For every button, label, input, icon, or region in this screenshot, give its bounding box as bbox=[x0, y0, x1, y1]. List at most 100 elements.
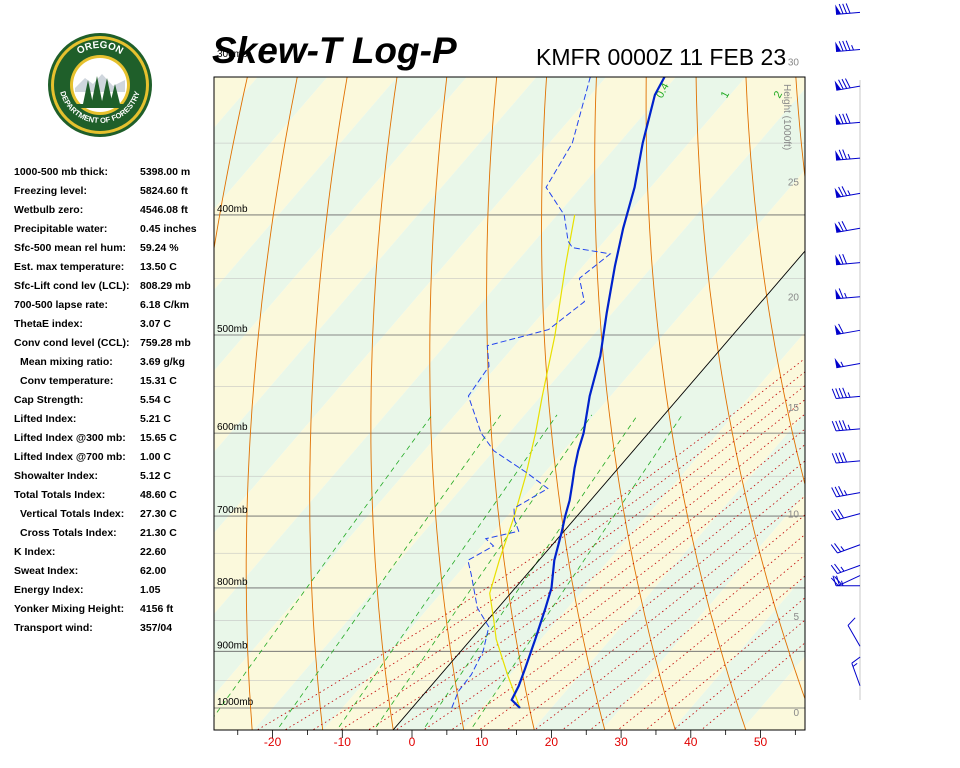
index-label: Wetbulb zero: bbox=[14, 204, 84, 216]
isotherm-band bbox=[671, 575, 805, 730]
index-row: Sfc-Lift cond lev (LCL): 808.29 mb bbox=[14, 280, 214, 299]
height-label: 30 bbox=[788, 58, 800, 69]
moist-adiabat-line bbox=[478, 477, 805, 730]
index-label: ThetaE index: bbox=[14, 318, 83, 330]
index-value: 5.54 C bbox=[140, 394, 171, 406]
height-label: 0 bbox=[793, 708, 799, 719]
wind-barb bbox=[830, 508, 861, 521]
index-label: Conv temperature: bbox=[20, 375, 114, 387]
index-label: Lifted Index @300 mb: bbox=[14, 432, 126, 444]
mixing-ratio-line bbox=[336, 414, 558, 730]
index-value: 6.18 C/km bbox=[140, 299, 190, 311]
index-row: Sfc-500 mean rel hum: 59.24 % bbox=[14, 242, 214, 261]
pressure-label: 1000mb bbox=[217, 697, 254, 708]
index-row: Cross Totals Index: 21.30 C bbox=[14, 527, 214, 546]
temperature-trace bbox=[510, 77, 666, 709]
x-tick-label: 30 bbox=[614, 735, 628, 749]
index-label: Conv cond level (CCL): bbox=[14, 337, 130, 349]
dry-adiabat-line bbox=[745, 77, 805, 487]
x-tick-label: 10 bbox=[475, 735, 489, 749]
dry-adiabat-line bbox=[645, 77, 747, 730]
wind-barb bbox=[835, 3, 861, 15]
wind-barb bbox=[834, 221, 861, 233]
index-value: 1.00 C bbox=[140, 451, 171, 463]
wind-barb bbox=[847, 617, 861, 647]
index-row: 1000-500 mb thick: 5398.00 m bbox=[14, 166, 214, 185]
index-value: 4546.08 ft bbox=[140, 204, 188, 216]
isotherm-band bbox=[214, 77, 805, 730]
wind-barb bbox=[834, 323, 861, 335]
moist-adiabat-line bbox=[284, 371, 805, 730]
index-value: 4156 ft bbox=[140, 603, 174, 615]
x-tick-label: 20 bbox=[545, 735, 559, 749]
zero-isotherm-line bbox=[392, 250, 805, 730]
x-tick-label: 50 bbox=[754, 735, 768, 749]
index-label: Lifted Index @700 mb: bbox=[14, 451, 126, 463]
pressure-label: 400mb bbox=[217, 204, 248, 215]
logo-top-text: OREGON bbox=[75, 40, 125, 57]
height-axis-title: Height (1000ft) bbox=[781, 84, 792, 150]
mixing-ratio-line bbox=[373, 414, 593, 730]
isotherm-band bbox=[214, 77, 607, 533]
moist-adiabat-line bbox=[422, 444, 805, 730]
x-tick-label: 0 bbox=[409, 735, 416, 749]
index-label: Energy Index: bbox=[14, 584, 84, 596]
index-value: 3.07 C bbox=[140, 318, 171, 330]
wind-barb bbox=[830, 543, 861, 554]
moist-adiabat-line bbox=[617, 575, 805, 730]
index-row: Cap Strength: 5.54 C bbox=[14, 394, 214, 413]
index-label: Freezing level: bbox=[14, 185, 87, 197]
wind-barb bbox=[831, 387, 861, 399]
pressure-label: 300mb bbox=[217, 49, 248, 60]
index-row: Vertical Totals Index: 27.30 C bbox=[14, 508, 214, 527]
index-value: 5.21 C bbox=[140, 413, 171, 425]
index-label: Total Totals Index: bbox=[14, 489, 106, 501]
pressure-label: 600mb bbox=[217, 422, 248, 433]
height-label: 20 bbox=[788, 293, 800, 304]
index-value: 1.05 bbox=[140, 584, 161, 596]
index-row: Sweat Index: 62.00 bbox=[14, 565, 214, 584]
dry-adiabat-line bbox=[370, 77, 398, 730]
mixing-ratio-line bbox=[276, 414, 502, 730]
wind-barb bbox=[835, 149, 861, 161]
wind-barb bbox=[835, 253, 861, 266]
dry-adiabat-line bbox=[486, 77, 535, 730]
index-row: Precipitable water: 0.45 inches bbox=[14, 223, 214, 242]
index-row: Lifted Index @700 mb: 1.00 C bbox=[14, 451, 214, 470]
wind-barb bbox=[831, 486, 861, 498]
index-value: 5.12 C bbox=[140, 470, 171, 482]
wind-barb bbox=[835, 113, 861, 125]
dry-adiabat-line bbox=[429, 77, 465, 730]
station-time-label: KMFR 0000Z 11 FEB 23 bbox=[536, 44, 787, 70]
oregon-department-of-forestry-logo: OREGON DEPARTMENT OF FORESTRY bbox=[47, 32, 153, 138]
index-row: Energy Index: 1.05 bbox=[14, 584, 214, 603]
dry-adiabat-line bbox=[541, 77, 606, 730]
index-row: Est. max temperature: 13.50 C bbox=[14, 261, 214, 280]
dry-adiabat-line bbox=[924, 0, 960, 734]
mixing-ratio-line bbox=[470, 414, 683, 730]
index-label: Showalter Index: bbox=[14, 470, 99, 482]
dry-adiabat-line bbox=[309, 77, 348, 730]
index-value: 0.45 inches bbox=[140, 223, 197, 235]
index-row: Freezing level: 5824.60 ft bbox=[14, 185, 214, 204]
index-value: 5824.60 ft bbox=[140, 185, 188, 197]
x-tick-label: 40 bbox=[684, 735, 698, 749]
index-value: 5398.00 m bbox=[140, 166, 191, 178]
wind-barb bbox=[835, 288, 861, 300]
index-row: Lifted Index @300 mb: 15.65 C bbox=[14, 432, 214, 451]
index-value: 59.24 % bbox=[140, 242, 179, 254]
mixing-ratio-line bbox=[422, 414, 639, 730]
index-label: Sfc-500 mean rel hum: bbox=[14, 242, 127, 254]
moist-adiabat-line bbox=[367, 413, 805, 730]
chart-title: Skew-T Log-P bbox=[212, 30, 457, 71]
wind-barb bbox=[834, 186, 861, 199]
index-label: K Index: bbox=[14, 546, 56, 558]
dry-adiabat-line bbox=[245, 77, 298, 730]
index-row: 700-500 lapse rate: 6.18 C/km bbox=[14, 299, 214, 318]
wind-barb bbox=[835, 40, 861, 53]
index-label: Yonker Mixing Height: bbox=[14, 603, 125, 615]
mixing-ratio-label: 8 bbox=[889, 89, 902, 100]
wind-barb bbox=[830, 575, 861, 587]
height-label: 10 bbox=[788, 510, 800, 521]
